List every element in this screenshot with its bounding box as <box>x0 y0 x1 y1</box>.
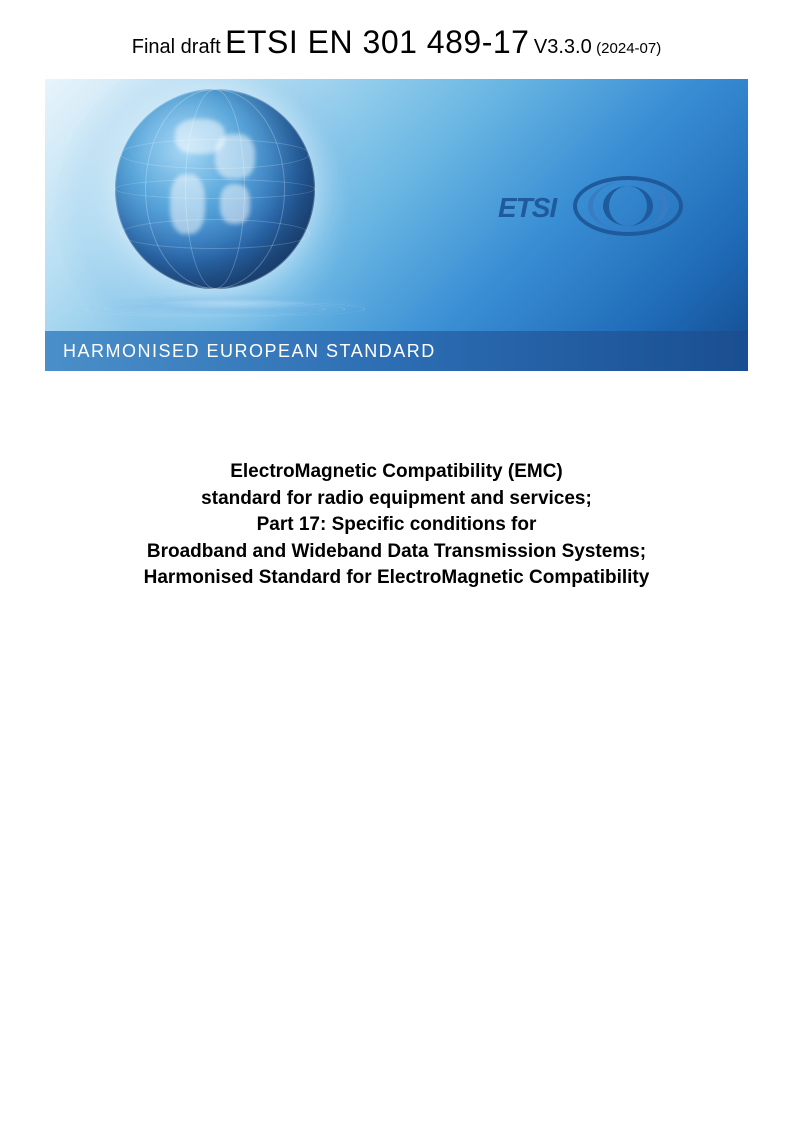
etsi-logo-text: ETSI <box>498 192 556 224</box>
title-line-5: Harmonised Standard for ElectroMagnetic … <box>60 565 733 592</box>
version-label: V3.3.0 <box>534 36 592 58</box>
title-line-1: ElectroMagnetic Compatibility (EMC) <box>60 459 733 486</box>
title-line-4: Broadband and Wideband Data Transmission… <box>60 539 733 566</box>
title-line-2: standard for radio equipment and service… <box>60 486 733 513</box>
banner-bar-text: HARMONISED EUROPEAN STANDARD <box>63 341 436 362</box>
final-draft-label: Final draft <box>132 36 221 58</box>
document-title-block: ElectroMagnetic Compatibility (EMC) stan… <box>0 459 793 592</box>
banner-bar: HARMONISED EUROPEAN STANDARD <box>45 331 748 371</box>
banner: ETSI HARMONISED EUROPEAN STANDARD <box>45 79 748 371</box>
standard-id: ETSI EN 301 489-17 <box>225 24 529 60</box>
globe-graphic <box>85 79 345 339</box>
etsi-logo: ETSI <box>498 174 698 244</box>
title-line-3: Part 17: Specific conditions for <box>60 512 733 539</box>
date-label: (2024-07) <box>596 40 661 57</box>
header-title-row: Final draft ETSI EN 301 489-17 V3.3.0 (2… <box>0 0 793 73</box>
